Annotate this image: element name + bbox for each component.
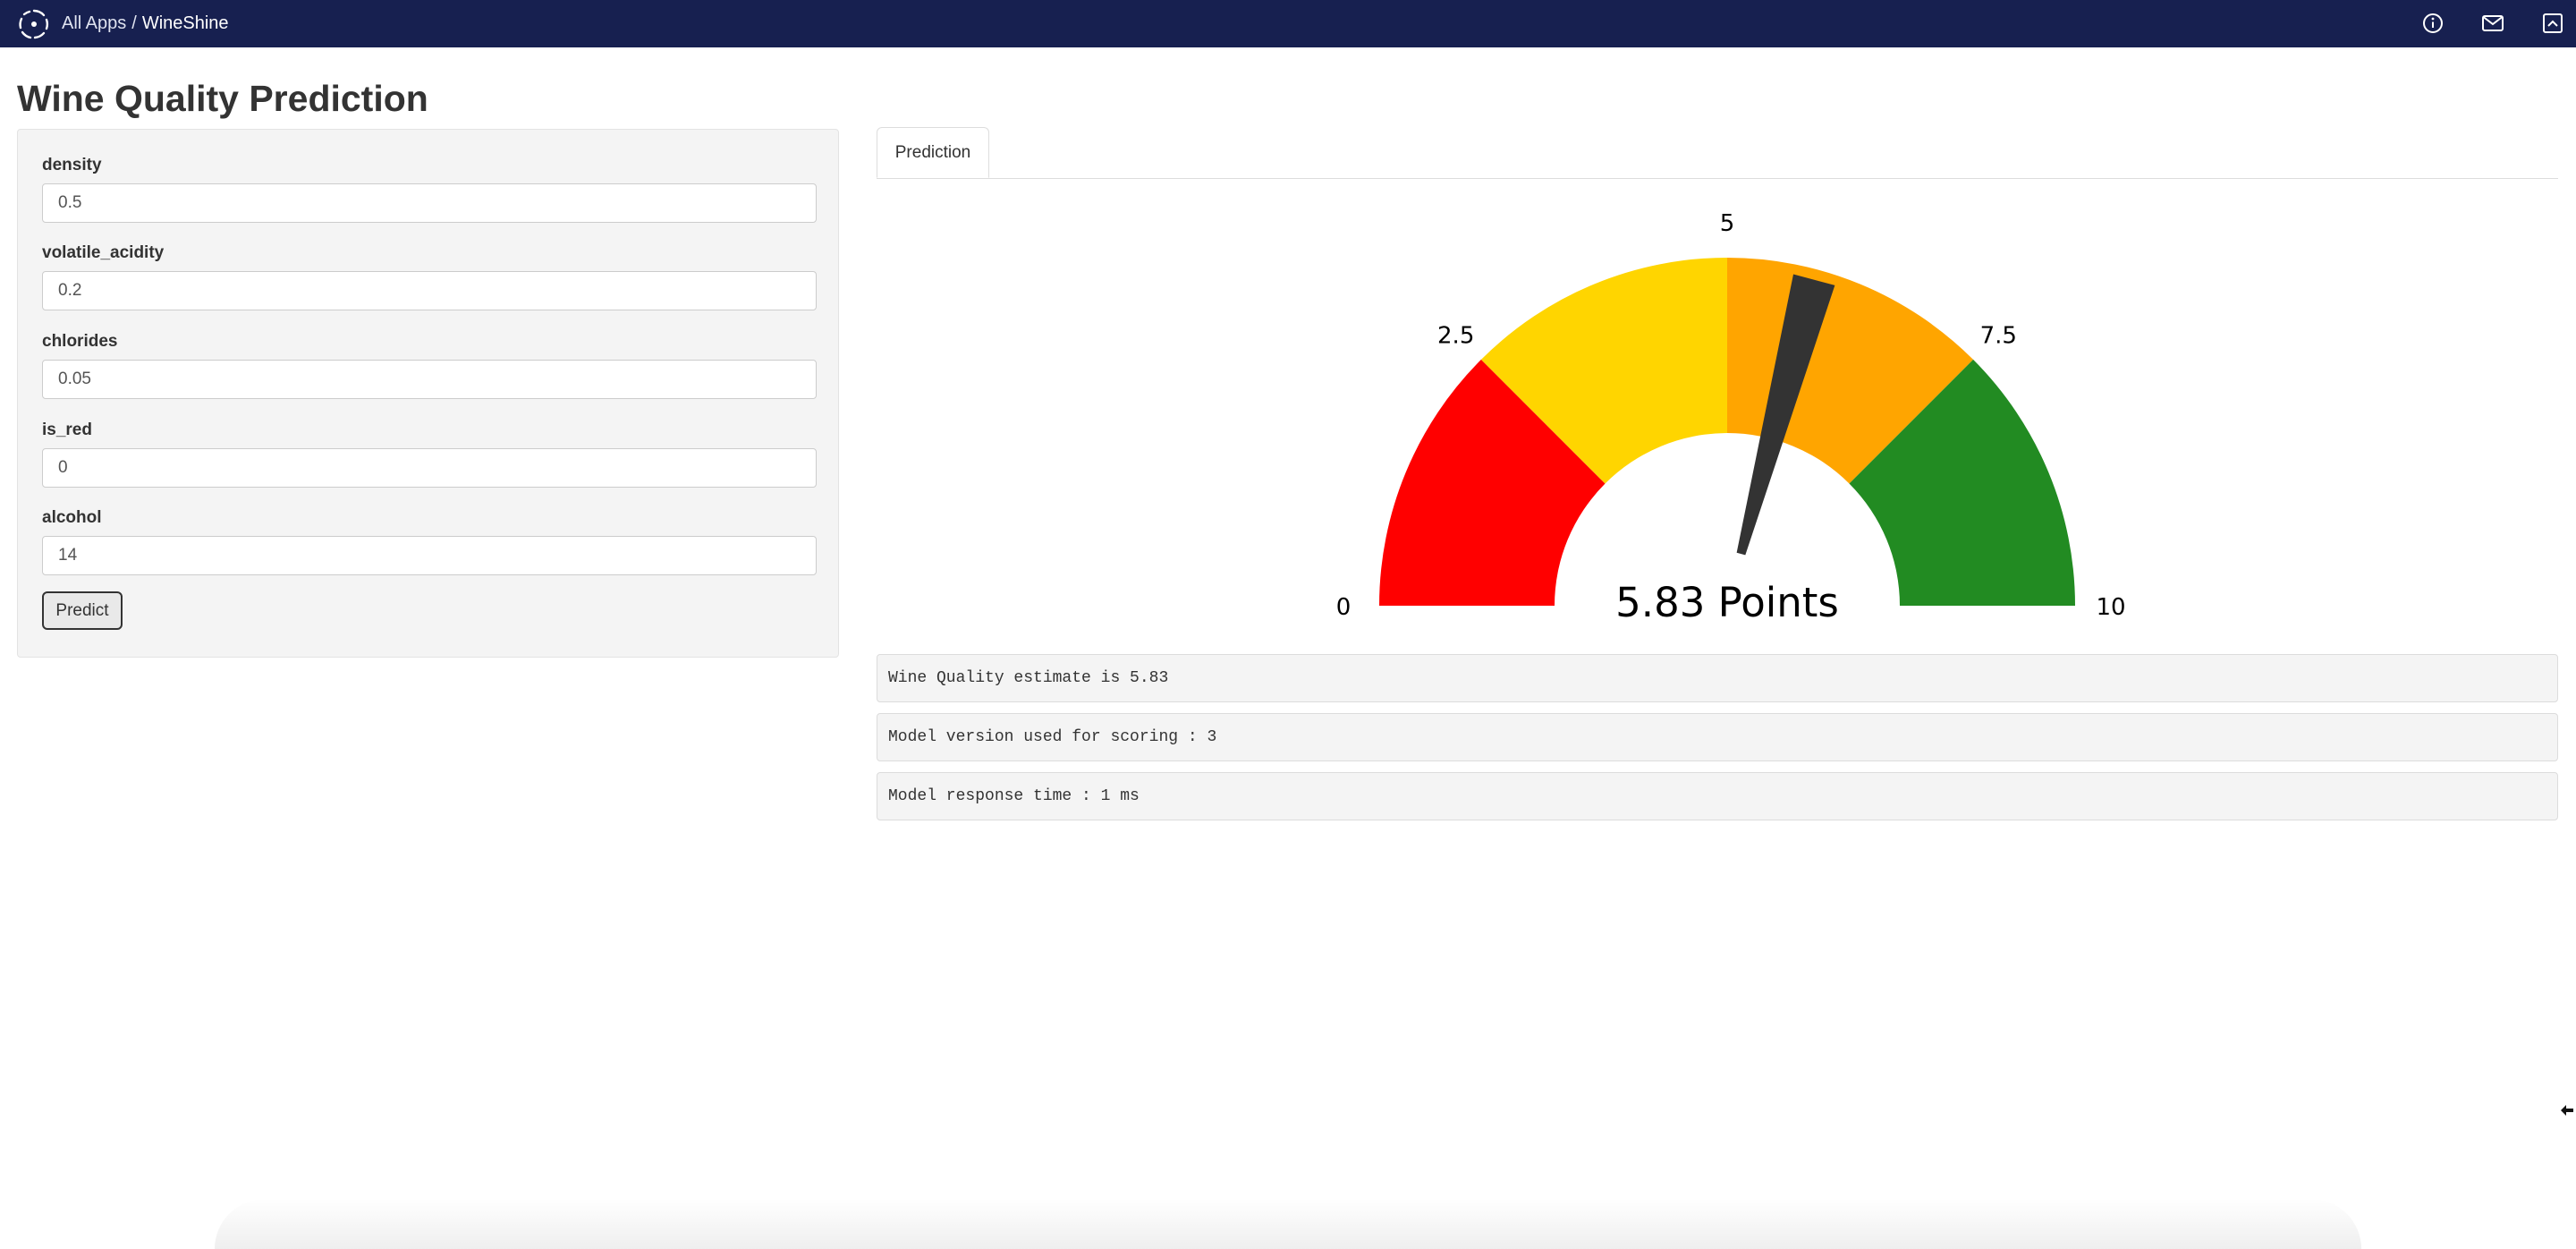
gauge-band-2 — [1480, 258, 1727, 484]
is-red-input[interactable] — [42, 448, 817, 488]
predict-button[interactable]: Predict — [42, 591, 123, 630]
top-nav-bar: All Apps / WineShine — [0, 0, 2576, 47]
gauge-needle — [1736, 274, 1835, 556]
response-time-output: Model response time : 1 ms — [877, 772, 2558, 820]
quality-gauge-chart: 0 2.5 5 7.5 10 5.83 Points — [1336, 210, 2126, 626]
volatile-acidity-label: volatile_acidity — [42, 243, 165, 262]
gauge-tick-label: 7.5 — [1980, 323, 2017, 350]
density-label: density — [42, 156, 102, 174]
breadcrumb-current-app: WineShine — [141, 13, 229, 33]
gauge-tick-label: 10 — [2096, 594, 2125, 621]
breadcrumb: All Apps / WineShine — [62, 13, 229, 34]
chlorides-label: chlorides — [42, 332, 118, 351]
breadcrumb-separator: / — [131, 13, 137, 33]
gauge-tick-label: 2.5 — [1437, 323, 1474, 350]
bottom-shadow — [215, 1199, 2361, 1249]
alcohol-input[interactable] — [42, 536, 817, 575]
gauge-band-1 — [1379, 359, 1606, 606]
alcohol-label: alcohol — [42, 508, 102, 527]
mail-icon[interactable] — [2480, 11, 2505, 36]
result-tabs: Prediction — [877, 127, 2558, 179]
model-version-output: Model version used for scoring : 3 — [877, 713, 2558, 761]
gauge-tick-label: 0 — [1336, 594, 1352, 621]
info-icon[interactable] — [2420, 11, 2445, 36]
volatile-acidity-input[interactable] — [42, 271, 817, 310]
chlorides-input[interactable] — [42, 360, 817, 399]
quality-gauge: 0 2.5 5 7.5 10 5.83 Points — [1297, 197, 2156, 635]
gauge-band-4 — [1849, 359, 2075, 606]
input-form-panel: density volatile_acidity chlorides is_re… — [17, 129, 839, 658]
density-input[interactable] — [42, 183, 817, 223]
gauge-tick-label: 5 — [1720, 210, 1735, 237]
is-red-label: is_red — [42, 421, 92, 439]
tab-prediction[interactable]: Prediction — [877, 127, 989, 178]
breadcrumb-all-apps-link[interactable]: All Apps — [62, 13, 127, 33]
page-title: Wine Quality Prediction — [17, 78, 428, 119]
gauge-center-label: 5.83 Points — [1615, 579, 1839, 626]
app-logo-icon[interactable] — [17, 7, 51, 41]
collapse-icon[interactable] — [2540, 11, 2565, 36]
resize-handle-icon[interactable] — [2560, 1102, 2574, 1118]
quality-estimate-output: Wine Quality estimate is 5.83 — [877, 654, 2558, 702]
